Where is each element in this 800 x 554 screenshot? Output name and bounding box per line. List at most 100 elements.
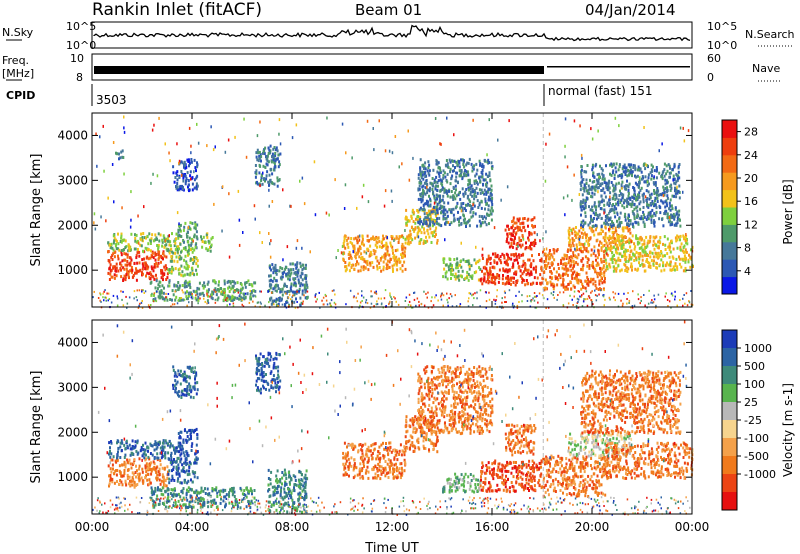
data-region-4 bbox=[177, 427, 199, 458]
colorbar-swatch bbox=[722, 154, 737, 173]
data-region-15 bbox=[542, 454, 607, 498]
colorbar-tick-label: 28 bbox=[744, 126, 758, 139]
colorbar-tick-label: 24 bbox=[744, 149, 758, 162]
data-region-5 bbox=[200, 232, 214, 253]
data-region-12 bbox=[442, 472, 482, 494]
y-tick-label: 2000 bbox=[57, 425, 88, 439]
y-tick-label: 3000 bbox=[57, 173, 88, 187]
colorbar-swatch bbox=[722, 241, 737, 260]
data-region-20 bbox=[579, 162, 682, 229]
y-tick-label: 4000 bbox=[57, 335, 88, 349]
data-region-3 bbox=[167, 456, 199, 485]
noise-echoes bbox=[92, 115, 694, 309]
data-region-8 bbox=[172, 158, 199, 193]
colorbar-tick-label: -1000 bbox=[744, 468, 776, 481]
nsky-tick-bottom: 10^0 bbox=[66, 39, 96, 52]
data-region-7 bbox=[255, 351, 282, 395]
data-region-3 bbox=[167, 247, 199, 278]
data-region-12 bbox=[404, 207, 439, 246]
colorbar-swatch bbox=[722, 348, 737, 367]
colorbar-swatch bbox=[722, 137, 737, 156]
freq-tick-top: 10 bbox=[70, 52, 84, 65]
data-region-13 bbox=[479, 459, 544, 494]
colorbar-swatch bbox=[722, 207, 737, 225]
x-tick-label: 12:00 bbox=[375, 520, 410, 534]
colorbar-swatch bbox=[722, 420, 737, 439]
colorbar-swatch bbox=[722, 456, 737, 475]
data-region-1 bbox=[107, 457, 169, 489]
colorbar-tick-label: 1000 bbox=[744, 342, 772, 355]
power-colorbar-label: Power [dB] bbox=[781, 179, 795, 244]
colorbar-swatch bbox=[722, 474, 737, 493]
colorbar-tick-label: 25 bbox=[744, 396, 758, 409]
data-region-11 bbox=[342, 234, 407, 273]
date-label: 04/Jan/2014 bbox=[585, 1, 676, 19]
nsky-label: N.Sky bbox=[2, 26, 34, 39]
colorbar-swatch bbox=[722, 259, 737, 278]
colorbar-tick-label: 12 bbox=[744, 218, 758, 231]
data-region-9 bbox=[254, 144, 282, 188]
colorbar-tick-label: -100 bbox=[744, 432, 769, 445]
nsky-line bbox=[93, 24, 691, 42]
colorbar-swatch bbox=[722, 438, 737, 457]
colorbar-swatch bbox=[722, 120, 737, 138]
power-panel: 1000 2000 3000 4000 bbox=[57, 112, 694, 309]
colorbar-swatch bbox=[722, 330, 737, 349]
colorbar-tick-label: 4 bbox=[744, 265, 751, 278]
y-tick-label: 3000 bbox=[57, 380, 88, 394]
nave-tick-top: 60 bbox=[707, 52, 721, 65]
colorbar-tick-label: -500 bbox=[744, 450, 769, 463]
x-tick-label: 04:00 bbox=[175, 520, 210, 534]
x-axis-title: Time UT bbox=[364, 541, 418, 554]
data-region-7 bbox=[115, 149, 125, 161]
colorbar-swatch bbox=[722, 492, 737, 511]
colorbar-swatch bbox=[722, 276, 737, 295]
colorbar-swatch bbox=[722, 172, 737, 191]
nsearch-tick-bottom: 10^0 bbox=[707, 39, 737, 52]
data-region-11 bbox=[417, 365, 494, 436]
freq-panel bbox=[91, 53, 693, 81]
colorbar-swatch bbox=[722, 224, 737, 243]
beam-label: Beam 01 bbox=[355, 1, 422, 19]
data-region-2 bbox=[107, 232, 182, 253]
data-region-2 bbox=[108, 439, 182, 460]
y-tick-label: 2000 bbox=[57, 218, 88, 232]
colorbar-swatch bbox=[722, 189, 737, 208]
power-ylabel: Slant Range [km] bbox=[29, 154, 44, 267]
velocity-colorbar: 1000 500 100 25 -25 -100 -500 -1000 bbox=[721, 329, 776, 511]
freq-band-1 bbox=[94, 66, 544, 74]
cpid-value-2: normal (fast) 151 bbox=[548, 84, 652, 98]
colorbar-swatch bbox=[722, 384, 737, 403]
colorbar-frame bbox=[721, 119, 738, 295]
freq-band-2 bbox=[547, 66, 690, 68]
colorbar-tick-label: 16 bbox=[744, 195, 758, 208]
noise-echoes bbox=[92, 320, 694, 516]
data-region-8 bbox=[267, 468, 309, 514]
colorbar-tick-label: 500 bbox=[744, 360, 765, 373]
freq-unit: [MHz] bbox=[2, 67, 34, 80]
data-region-4 bbox=[177, 221, 199, 251]
data-region-10 bbox=[267, 261, 309, 307]
station-title: Rankin Inlet (fitACF) bbox=[92, 0, 262, 20]
velocity-panel: 1000 2000 3000 4000 00:00 04:00 08:00 12:00 16:0… bbox=[57, 319, 709, 534]
freq-tick-bottom: 8 bbox=[76, 71, 83, 84]
nsearch-tick-top: 10^5 bbox=[707, 20, 737, 33]
data-region-13 bbox=[417, 157, 494, 228]
y-tick-label: 1000 bbox=[57, 263, 88, 277]
data-region-9 bbox=[342, 441, 407, 481]
data-region-14 bbox=[442, 257, 482, 282]
nsky-tick-top: 10^5 bbox=[66, 20, 96, 33]
colorbar-swatch bbox=[722, 366, 737, 385]
data-region-14 bbox=[504, 423, 537, 457]
x-tick-label: 20:00 bbox=[575, 520, 610, 534]
cpid-label: CPID bbox=[6, 89, 35, 102]
colorbar-tick-label: 8 bbox=[744, 242, 751, 255]
data-region-19 bbox=[604, 234, 694, 273]
colorbar-tick-label: -25 bbox=[744, 414, 762, 427]
x-tick-label: 08:00 bbox=[275, 520, 310, 534]
data-region-6 bbox=[149, 279, 257, 303]
freq-label: Freq. bbox=[2, 54, 29, 67]
data-region-6 bbox=[172, 365, 199, 400]
data-region-17 bbox=[604, 441, 694, 481]
